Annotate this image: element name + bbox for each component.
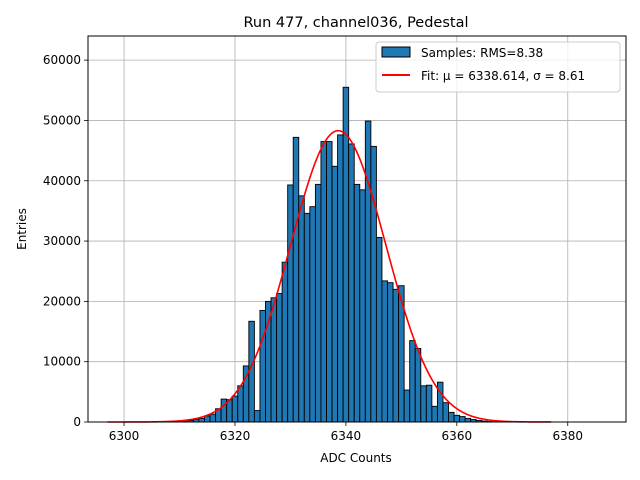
histogram-bar	[209, 413, 217, 423]
y-tick-label: 60000	[43, 53, 81, 67]
histogram-bar	[353, 183, 361, 423]
histogram-bar	[387, 282, 394, 423]
histogram-bar	[392, 288, 400, 423]
histogram-bar	[448, 411, 455, 423]
x-tick-label: 6380	[552, 429, 583, 443]
histogram-bar	[265, 300, 272, 423]
histogram-bar	[298, 195, 305, 423]
histogram-bar	[414, 347, 422, 423]
y-axis-ticks: 0 10000 20000 30000 40000 50000 60000	[43, 53, 88, 429]
x-axis-ticks: 6300 6320 6340 6360 6380	[109, 422, 583, 443]
y-tick-label: 30000	[43, 234, 81, 248]
x-tick-label: 6300	[109, 429, 140, 443]
histogram-bar	[364, 120, 372, 423]
histogram-bar	[442, 402, 449, 423]
histogram-bar	[453, 414, 461, 423]
histogram-bar	[331, 165, 339, 423]
histogram-bar	[281, 261, 289, 423]
x-tick-label: 6360	[442, 429, 473, 443]
axes-frame	[87, 35, 627, 423]
histogram-bar	[381, 280, 388, 423]
histogram-bar	[309, 206, 316, 423]
histogram-bar	[348, 143, 355, 423]
y-tick-label: 50000	[43, 113, 81, 127]
histogram-bar	[431, 405, 438, 423]
histogram-bar	[292, 136, 300, 423]
histogram-bar	[248, 320, 255, 423]
legend-box	[375, 41, 621, 93]
histogram-bar	[370, 145, 377, 423]
histogram-bar	[204, 415, 211, 423]
chart-title: Run 477, channel036, Pedestal	[243, 15, 468, 31]
histogram-bar	[276, 293, 283, 423]
legend-fit-label: Fit: μ = 6338.614, σ = 8.61	[421, 69, 585, 83]
histogram-bar	[464, 417, 472, 423]
x-tick-label: 6340	[331, 429, 362, 443]
histogram-bar	[320, 141, 327, 423]
histogram-bar	[459, 416, 466, 423]
legend-samples-swatch	[381, 46, 411, 58]
histogram-bar	[425, 384, 433, 423]
y-tick-label: 10000	[43, 355, 81, 369]
histogram-bars	[176, 86, 494, 423]
y-tick-label: 20000	[43, 294, 81, 308]
histogram-bar	[409, 340, 416, 423]
histogram-bar	[253, 410, 261, 423]
histogram-bar	[303, 212, 311, 423]
histogram-bar	[198, 417, 205, 423]
histogram-bar	[403, 389, 411, 423]
x-axis-label: ADC Counts	[320, 451, 392, 465]
y-tick-label: 40000	[43, 174, 81, 188]
histogram-bar	[314, 183, 322, 423]
histogram-bar	[326, 141, 333, 423]
histogram-bar	[337, 134, 344, 423]
histogram-bar	[359, 189, 366, 423]
gaussian-fit	[107, 129, 552, 423]
histogram-bar	[237, 385, 244, 423]
histogram-bar	[231, 395, 239, 423]
histogram-bar	[287, 184, 294, 423]
legend-samples-label: Samples: RMS=8.38	[421, 46, 543, 60]
y-axis-label: Entries	[15, 208, 29, 250]
histogram-bar	[220, 398, 228, 423]
histogram-bar	[259, 309, 266, 423]
x-tick-label: 6320	[220, 429, 251, 443]
histogram-bar	[375, 236, 383, 423]
fit-curve	[107, 129, 552, 423]
y-tick-label: 0	[73, 415, 81, 429]
histogram-bar	[420, 385, 427, 423]
legend: Samples: RMS=8.38 Fit: μ = 6338.614, σ =…	[375, 41, 621, 93]
histogram-bar	[270, 297, 278, 423]
